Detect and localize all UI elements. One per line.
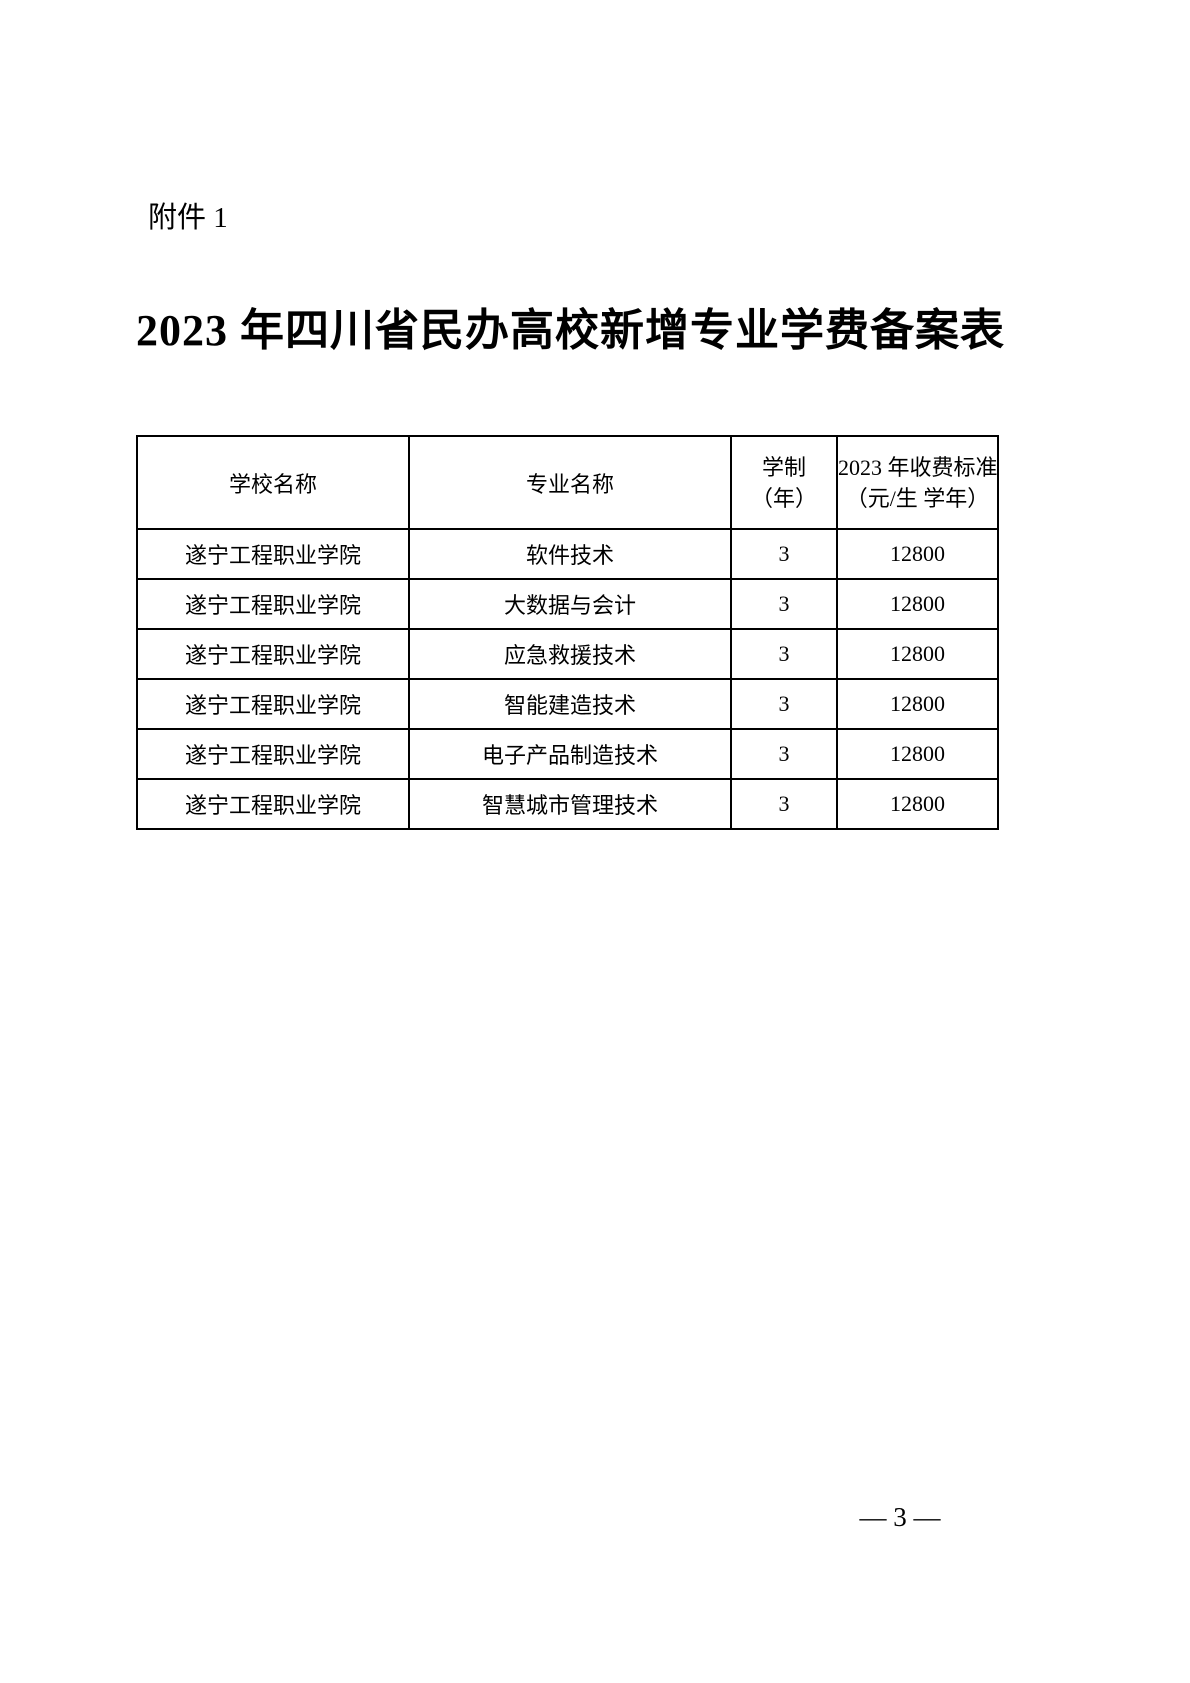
header-duration: 学制 （年） (730, 435, 838, 530)
cell-duration: 3 (730, 628, 838, 680)
cell-duration: 3 (730, 778, 838, 830)
header-duration-line2: （年） (750, 485, 817, 511)
cell-major: 电子产品制造技术 (408, 728, 732, 780)
cell-school: 遂宁工程职业学院 (136, 728, 410, 780)
header-major-name: 专业名称 (408, 435, 732, 530)
cell-fee: 12800 (836, 728, 999, 780)
cell-major: 智慧城市管理技术 (408, 778, 732, 830)
cell-fee: 12800 (836, 528, 999, 580)
fee-table-body: 遂宁工程职业学院 软件技术 3 12800 遂宁工程职业学院 大数据与会计 3 … (136, 528, 999, 830)
attachment-label: 附件 1 (148, 202, 228, 234)
table-row: 遂宁工程职业学院 应急救援技术 3 12800 (136, 628, 999, 680)
header-fee-line2: （元/生 学年） (845, 485, 990, 511)
cell-major: 智能建造技术 (408, 678, 732, 730)
cell-major: 大数据与会计 (408, 578, 732, 630)
cell-school: 遂宁工程职业学院 (136, 528, 410, 580)
page-number: — 3 — (859, 1502, 941, 1532)
table-row: 遂宁工程职业学院 智慧城市管理技术 3 12800 (136, 778, 999, 830)
fee-table-header: 学校名称 专业名称 学制 （年） 2023 年收费标准 （元/生 学年） (136, 435, 999, 530)
cell-duration: 3 (730, 528, 838, 580)
cell-duration: 3 (730, 728, 838, 780)
header-duration-line1: 学制 (761, 454, 806, 480)
table-row: 遂宁工程职业学院 智能建造技术 3 12800 (136, 678, 999, 730)
cell-duration: 3 (730, 578, 838, 630)
header-row: 学校名称 专业名称 学制 （年） 2023 年收费标准 （元/生 学年） (136, 435, 999, 530)
header-school-name: 学校名称 (136, 435, 410, 530)
cell-fee: 12800 (836, 578, 999, 630)
header-fee-line1: 2023 年收费标准 (838, 454, 998, 480)
table-row: 遂宁工程职业学院 大数据与会计 3 12800 (136, 578, 999, 630)
table-row: 遂宁工程职业学院 软件技术 3 12800 (136, 528, 999, 580)
cell-major: 软件技术 (408, 528, 732, 580)
cell-school: 遂宁工程职业学院 (136, 628, 410, 680)
cell-duration: 3 (730, 678, 838, 730)
table-row: 遂宁工程职业学院 电子产品制造技术 3 12800 (136, 728, 999, 780)
cell-fee: 12800 (836, 678, 999, 730)
cell-school: 遂宁工程职业学院 (136, 578, 410, 630)
cell-major: 应急救援技术 (408, 628, 732, 680)
header-fee-standard: 2023 年收费标准 （元/生 学年） (836, 435, 999, 530)
cell-school: 遂宁工程职业学院 (136, 778, 410, 830)
fee-table: 学校名称 专业名称 学制 （年） 2023 年收费标准 （元/生 学年） 遂宁工… (136, 435, 999, 830)
cell-school: 遂宁工程职业学院 (136, 678, 410, 730)
page-title: 2023 年四川省民办高校新增专业学费备案表 (136, 306, 1005, 355)
cell-fee: 12800 (836, 778, 999, 830)
cell-fee: 12800 (836, 628, 999, 680)
